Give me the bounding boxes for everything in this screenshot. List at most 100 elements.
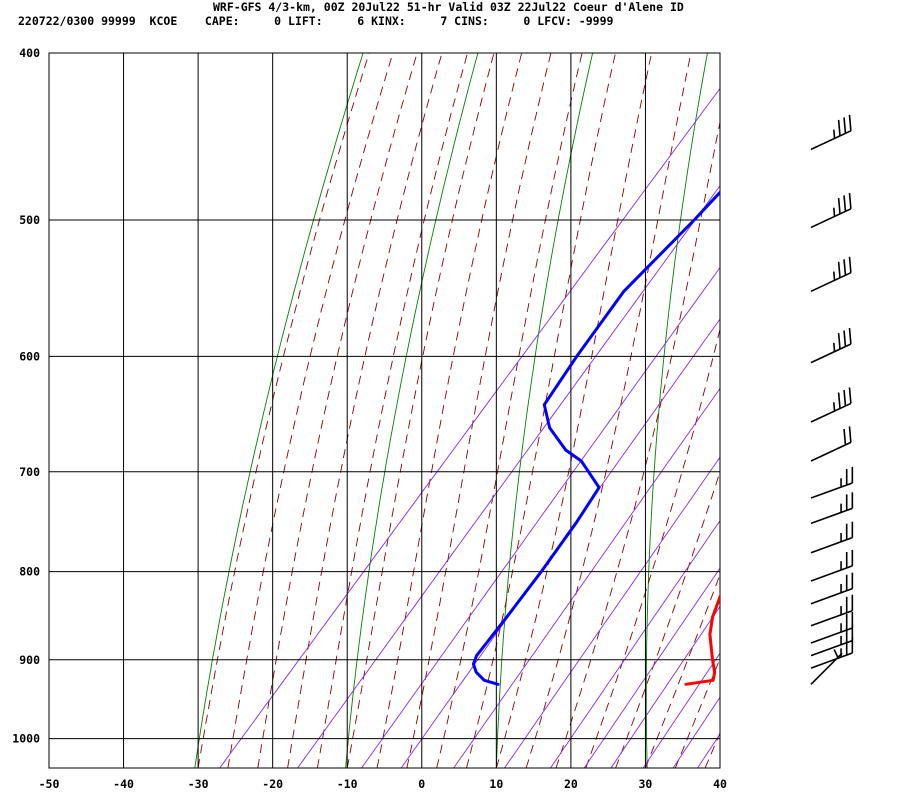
moist-adiabat xyxy=(227,53,394,768)
mixing-ratio-line xyxy=(672,696,720,768)
barb-staff xyxy=(810,587,853,605)
barb-staff xyxy=(810,441,852,462)
barb-feather xyxy=(837,261,841,278)
mixing-ratio-line xyxy=(697,733,720,768)
barb-staff xyxy=(810,507,853,525)
barb-half-feather xyxy=(833,207,836,217)
dewpoint-profile xyxy=(471,190,720,686)
barb-feather xyxy=(848,256,852,273)
barb-half-feather xyxy=(833,271,836,281)
wind-barb xyxy=(810,256,852,293)
barb-staff xyxy=(810,627,853,644)
mixing-ratio-line xyxy=(297,184,720,768)
x-tick-label: -50 xyxy=(39,777,60,791)
y-tick-label: 500 xyxy=(19,213,40,227)
barb-feather xyxy=(843,428,847,445)
wind-barb xyxy=(810,328,852,364)
barb-staff xyxy=(810,536,853,554)
mixing-ratio-line xyxy=(361,266,720,768)
barb-half-feather xyxy=(833,129,836,139)
barb-feather xyxy=(843,389,847,407)
moist-adiabat xyxy=(436,53,583,768)
wind-barb xyxy=(810,192,852,229)
moist-adiabat xyxy=(197,53,370,768)
barb-feather xyxy=(848,426,852,443)
moist-adiabat xyxy=(704,731,720,768)
profiles xyxy=(471,190,720,686)
moist-adiabat xyxy=(644,573,720,768)
barb-staff xyxy=(810,402,852,423)
barb-staff xyxy=(810,652,853,669)
moist-adiabat xyxy=(287,53,443,768)
moist-adiabat xyxy=(615,470,720,768)
barb-feather xyxy=(848,328,852,345)
temperature-profile xyxy=(684,592,720,686)
barb-feather xyxy=(837,392,841,409)
moist-adiabat xyxy=(585,327,720,768)
wind-barb xyxy=(810,387,852,423)
barb-staff xyxy=(810,271,852,293)
x-tick-label: 40 xyxy=(713,777,727,791)
moist-adiabat xyxy=(466,53,616,768)
y-tick-label: 400 xyxy=(19,46,40,60)
moist-adiabat xyxy=(257,53,418,768)
mixing-ratio-line xyxy=(504,456,720,768)
dry-adiabat xyxy=(495,53,594,768)
y-tick-label: 1000 xyxy=(12,732,40,746)
barb-half-feather xyxy=(833,342,836,352)
wind-barb xyxy=(810,426,852,462)
dry-adiabat xyxy=(788,53,822,768)
barb-staff xyxy=(810,609,853,627)
barb-feather xyxy=(837,333,841,350)
wind-barb xyxy=(810,594,854,627)
x-tick-label: 20 xyxy=(564,777,578,791)
mixing-ratio-line xyxy=(610,605,720,768)
x-tick-label: -30 xyxy=(188,777,209,791)
wind-barb xyxy=(810,492,854,525)
moist-adiabat xyxy=(376,53,523,768)
x-tick-label: 10 xyxy=(489,777,503,791)
barb-half-feather xyxy=(833,402,836,412)
background-lines xyxy=(194,53,822,768)
moist-adiabat xyxy=(674,657,720,768)
mixing-ratio-line xyxy=(219,87,720,768)
barb-feather xyxy=(848,192,852,209)
grid xyxy=(48,52,721,769)
barb-half-feather xyxy=(833,649,839,658)
barb-staff xyxy=(810,565,853,582)
barb-feather xyxy=(843,330,847,347)
barb-staff xyxy=(810,343,852,364)
barb-feather xyxy=(843,259,847,276)
dry-adiabat xyxy=(645,53,708,768)
wind-barb xyxy=(810,114,852,151)
barb-staff xyxy=(810,208,852,229)
moist-adiabat xyxy=(495,53,653,768)
x-tick-label: -40 xyxy=(113,777,134,791)
moist-adiabat xyxy=(346,53,495,768)
barb-feather xyxy=(848,387,852,404)
wind-barb xyxy=(810,466,854,499)
chart-title: WRF-GFS 4/3-km, 00Z 20Jul22 51-hr Valid … xyxy=(213,0,684,14)
y-tick-label: 700 xyxy=(19,465,40,479)
x-tick-label: 0 xyxy=(418,777,425,791)
y-tick-label: 600 xyxy=(19,349,40,363)
barb-staff xyxy=(810,639,853,657)
moist-adiabat xyxy=(406,53,552,768)
barb-feather xyxy=(843,117,847,134)
mixing-ratio-line xyxy=(583,567,720,768)
x-tick-label: 30 xyxy=(639,777,653,791)
wind-barb xyxy=(810,549,854,582)
plot-frame xyxy=(48,52,721,769)
y-tick-label: 900 xyxy=(19,653,40,667)
barb-staff xyxy=(810,482,853,499)
x-tick-label: -20 xyxy=(262,777,283,791)
wind-barb xyxy=(810,572,854,605)
dry-adiabat xyxy=(345,53,479,768)
mixing-ratio-line xyxy=(453,387,720,768)
moist-adiabat xyxy=(525,53,692,768)
moist-adiabat xyxy=(555,119,720,768)
mixing-ratio-line xyxy=(550,519,720,768)
barb-feather xyxy=(837,197,841,214)
y-tick-label: 800 xyxy=(19,565,40,579)
